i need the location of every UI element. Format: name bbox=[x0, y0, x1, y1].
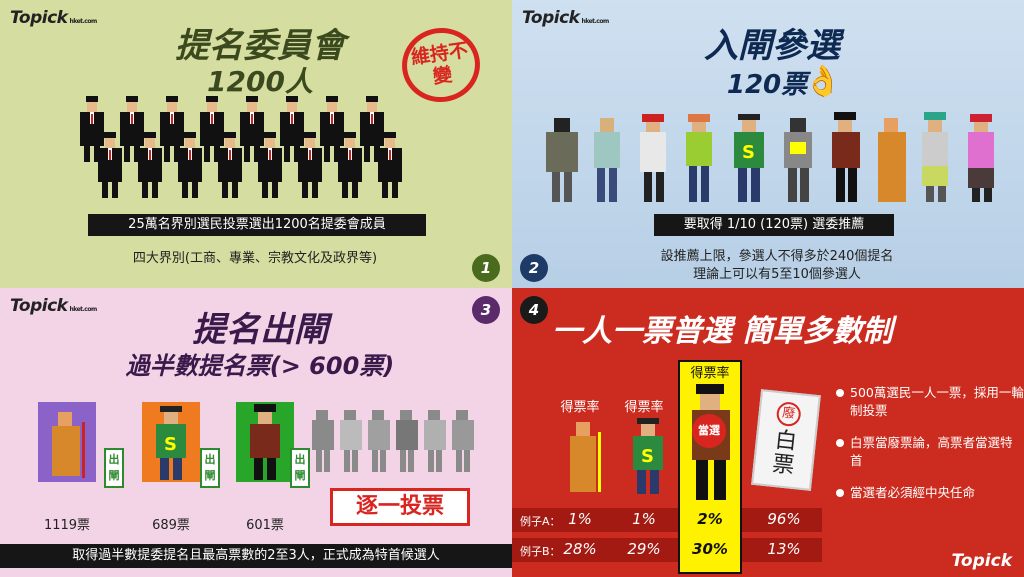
panel1-title: 提名委員會 bbox=[175, 26, 345, 66]
topick-logo: Topick hket.com bbox=[522, 8, 609, 28]
topick-logo: Topick hket.com bbox=[10, 296, 97, 316]
example-b-value-1: 28% bbox=[563, 540, 597, 558]
one-by-one-vote-label: 逐一投票 bbox=[330, 488, 470, 526]
example-a-label: 例子A： bbox=[520, 515, 561, 528]
candidate-1-figure bbox=[52, 412, 85, 478]
unchanged-stamp: 維持不變 bbox=[397, 22, 485, 108]
step-number-4: 4 bbox=[520, 296, 548, 324]
example-a-value-4: 96% bbox=[767, 510, 801, 528]
panel1-note: 四大界別(工商、專業、宗教文化及政界等) bbox=[132, 251, 378, 266]
candidate-2-card: S bbox=[142, 402, 200, 482]
example-a-value-2: 1% bbox=[632, 510, 656, 528]
candidate-3-card bbox=[236, 402, 294, 482]
candidates-illustration: S bbox=[546, 112, 994, 202]
panel2-caption: 要取得 1/10 (120票) 選委推薦 bbox=[654, 214, 894, 236]
void-seal: 廢 bbox=[775, 400, 802, 428]
panel-universal-suffrage: 4 一人一票普選 簡單多數制 得票率 得票率 得票率 S 當選 廢 白票 例子A… bbox=[512, 288, 1024, 577]
rule-item: 白票當廢票論，高票者當選特首 bbox=[834, 434, 1024, 470]
ok-hand-icon: 👌 bbox=[804, 64, 842, 99]
rule-item: 當選者必須經中央任命 bbox=[834, 484, 1024, 502]
candidate-3-votes: 601票 bbox=[246, 518, 284, 533]
example-a-value-1: 1% bbox=[568, 510, 592, 528]
panel1-subtitle: 1200人 bbox=[207, 65, 313, 98]
svg-text:S: S bbox=[164, 434, 177, 455]
panel2-subtitle: 120票 bbox=[726, 70, 808, 100]
panel2-note: 設推薦上限，參選人不得多於240個提名 理論上可以有5至10個參選人 bbox=[602, 248, 952, 284]
svg-text:S: S bbox=[641, 446, 654, 467]
rules-list: 500萬選民一人一票，採用一輪制投票 白票當廢票論，高票者當選特首 當選者必須經… bbox=[834, 384, 1024, 516]
candidate-3-tag: 出閘 bbox=[290, 448, 310, 488]
rule-item: 500萬選民一人一票，採用一輪制投票 bbox=[834, 384, 1024, 420]
panel2-note-line2: 理論上可以有5至10個參選人 bbox=[693, 267, 861, 282]
s-shirt-candidate-figure: S bbox=[633, 418, 663, 494]
panel2-title: 入閘參選 bbox=[704, 26, 840, 66]
candidate-3-figure bbox=[250, 404, 280, 480]
panel-candidacy: Topick hket.com 入閘參選 120票 👌 S 要取得 1/10 (1… bbox=[512, 0, 1024, 288]
monk-candidate-figure bbox=[570, 422, 601, 492]
rate-header-1: 得票率 bbox=[560, 400, 600, 415]
panel4-title: 一人一票普選 簡單多數制 bbox=[552, 314, 893, 349]
candidate-1-votes: 1119票 bbox=[43, 518, 91, 533]
example-b-value-2: 29% bbox=[627, 540, 661, 558]
panel3-subtitle: 過半數提名票(> 600票) bbox=[125, 352, 395, 380]
example-b-value-3: 30% bbox=[692, 540, 728, 558]
example-b-row bbox=[512, 538, 822, 562]
panel-nomination-outcome: Topick hket.com 3 提名出閘 過半數提名票(> 600票) 出閘 … bbox=[0, 288, 512, 577]
example-b-value-4: 13% bbox=[767, 540, 801, 558]
candidate-2-figure: S bbox=[156, 406, 186, 480]
eliminated-candidates-illustration bbox=[312, 410, 474, 472]
step-number-2: 2 bbox=[520, 254, 548, 282]
candidate-2-tag: 出閘 bbox=[200, 448, 220, 488]
panel-nomination-committee: Topick hket.com 提名委員會 1200人 維持不變 25萬名界別選民… bbox=[0, 0, 512, 288]
rate-header-3: 得票率 bbox=[690, 366, 730, 381]
rate-header-2: 得票率 bbox=[624, 400, 664, 415]
example-b-label: 例子B： bbox=[520, 545, 561, 558]
svg-text:S: S bbox=[742, 142, 755, 163]
topick-logo: Topick hket.com bbox=[10, 8, 97, 28]
panel2-note-line1: 設推薦上限，參選人不得多於240個提名 bbox=[660, 249, 894, 264]
step-number-1: 1 bbox=[472, 254, 500, 282]
candidate-2-votes: 689票 bbox=[152, 518, 190, 533]
blank-ballot-illustration: 廢 白票 bbox=[751, 389, 821, 491]
panel3-title: 提名出閘 bbox=[192, 310, 328, 350]
example-a-value-3: 2% bbox=[697, 510, 723, 528]
step-number-3: 3 bbox=[472, 296, 500, 324]
committee-members-illustration bbox=[80, 96, 402, 198]
topick-logo-bottom: Topick bbox=[951, 551, 1012, 571]
panel1-caption: 25萬名界別選民投票選出1200名提委會成員 bbox=[88, 214, 426, 236]
candidate-1-card bbox=[38, 402, 96, 482]
elected-badge: 當選 bbox=[692, 414, 726, 448]
elected-highlight-overlay bbox=[678, 502, 742, 574]
blank-ballot-text: 白票 bbox=[771, 427, 799, 479]
panel3-caption: 取得過半數提委提名且最高票數的2至3人，正式成為特首候選人 bbox=[0, 544, 512, 568]
example-a-row bbox=[512, 508, 822, 532]
candidate-1-tag: 出閘 bbox=[104, 448, 124, 488]
